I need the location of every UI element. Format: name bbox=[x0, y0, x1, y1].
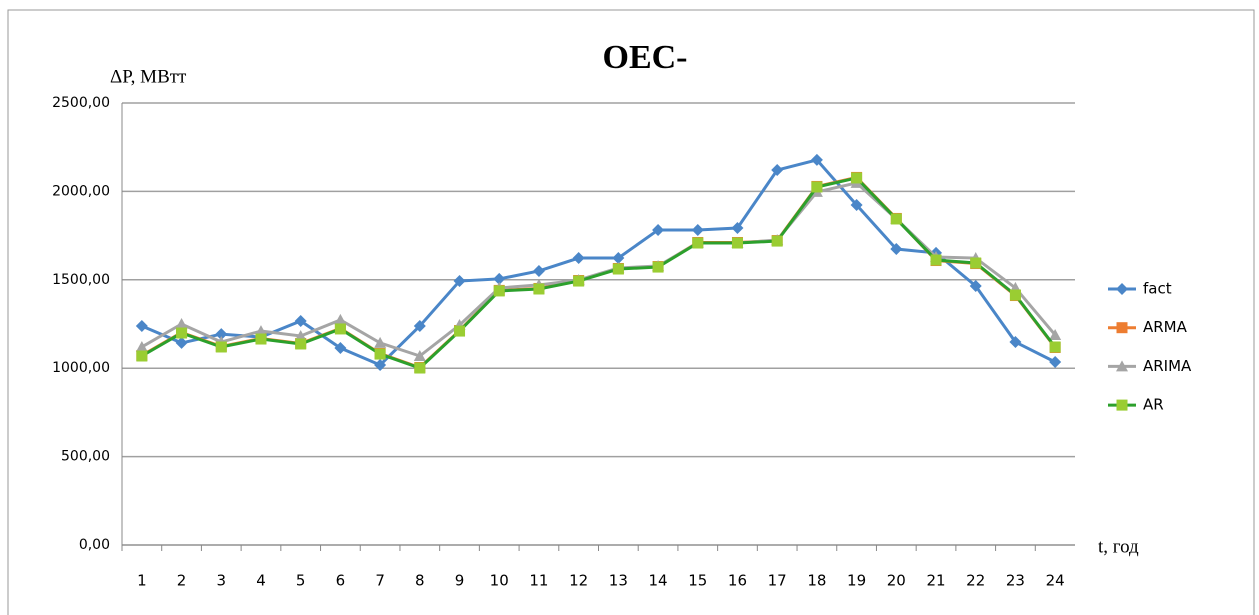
marker bbox=[413, 350, 426, 362]
x-tick-label: 2 bbox=[177, 572, 187, 590]
y-tick-label: 2500,00 bbox=[52, 95, 110, 111]
marker bbox=[295, 338, 307, 350]
marker bbox=[691, 223, 704, 236]
x-tick-label: 9 bbox=[455, 572, 465, 590]
marker bbox=[890, 243, 903, 256]
marker bbox=[969, 279, 982, 292]
marker bbox=[1049, 341, 1061, 353]
marker bbox=[453, 275, 466, 288]
marker bbox=[652, 261, 664, 273]
chart-frame bbox=[7, 9, 1255, 615]
x-tick-label: 23 bbox=[1006, 572, 1025, 590]
marker bbox=[573, 275, 585, 287]
series-line bbox=[141, 176, 1057, 370]
marker bbox=[532, 264, 545, 277]
marker bbox=[454, 325, 466, 337]
x-tick-label: 3 bbox=[216, 572, 226, 590]
legend-label: fact bbox=[1143, 280, 1172, 298]
x-tick-label: 4 bbox=[256, 572, 266, 590]
marker bbox=[572, 252, 585, 265]
x-tick-label: 22 bbox=[966, 572, 985, 590]
x-tick-label: 8 bbox=[415, 572, 425, 590]
marker bbox=[175, 336, 188, 349]
x-tick-label: 6 bbox=[336, 572, 346, 590]
y-axis-label: ΔP, МВтт bbox=[110, 66, 187, 87]
marker bbox=[215, 341, 227, 353]
marker bbox=[771, 235, 783, 247]
marker bbox=[771, 164, 784, 177]
chart-title: OEC- bbox=[603, 39, 688, 76]
marker bbox=[374, 359, 387, 372]
x-tick-label: 13 bbox=[609, 572, 628, 590]
marker bbox=[612, 252, 625, 265]
marker bbox=[215, 328, 228, 341]
marker bbox=[294, 330, 307, 342]
marker bbox=[890, 213, 902, 225]
y-tick-label: 2000,00 bbox=[52, 183, 110, 199]
legend-label: ARMA bbox=[1143, 318, 1188, 336]
marker bbox=[255, 333, 267, 345]
marker bbox=[334, 323, 346, 335]
marker bbox=[851, 172, 863, 184]
marker bbox=[850, 199, 863, 212]
x-tick-label: 11 bbox=[529, 572, 548, 590]
marker bbox=[176, 327, 188, 339]
x-tick-label: 21 bbox=[926, 572, 945, 590]
y-tick-label: 0,00 bbox=[79, 537, 110, 553]
x-tick-label: 16 bbox=[728, 572, 747, 590]
x-tick-label: 17 bbox=[768, 572, 787, 590]
marker bbox=[1116, 399, 1128, 411]
x-tick-label: 24 bbox=[1046, 572, 1065, 590]
marker bbox=[413, 319, 426, 332]
x-tick-label: 5 bbox=[296, 572, 306, 590]
y-tick-label: 1500,00 bbox=[52, 272, 110, 288]
x-tick-label: 20 bbox=[887, 572, 906, 590]
marker bbox=[135, 340, 148, 352]
x-tick-label: 18 bbox=[807, 572, 826, 590]
marker bbox=[1116, 322, 1128, 334]
marker bbox=[652, 223, 665, 236]
x-tick-label: 7 bbox=[375, 572, 385, 590]
series-line bbox=[141, 158, 1056, 367]
x-tick-label: 10 bbox=[490, 572, 509, 590]
marker bbox=[374, 336, 387, 348]
marker bbox=[1049, 356, 1062, 369]
marker bbox=[692, 237, 704, 249]
marker bbox=[1009, 336, 1022, 349]
marker bbox=[294, 314, 307, 327]
marker bbox=[334, 313, 347, 325]
marker bbox=[334, 342, 347, 355]
marker bbox=[1049, 328, 1062, 340]
marker bbox=[533, 283, 545, 295]
x-tick-label: 14 bbox=[649, 572, 668, 590]
marker bbox=[493, 272, 506, 285]
marker bbox=[612, 263, 624, 275]
x-axis-label: t, год bbox=[1098, 536, 1139, 557]
x-tick-label: 12 bbox=[569, 572, 588, 590]
marker bbox=[930, 254, 942, 266]
marker bbox=[731, 237, 743, 249]
y-tick-label: 500,00 bbox=[61, 449, 110, 465]
x-tick-label: 15 bbox=[688, 572, 707, 590]
marker bbox=[810, 153, 823, 166]
legend-label: ARIMA bbox=[1143, 357, 1192, 375]
marker bbox=[970, 257, 982, 269]
marker bbox=[811, 181, 823, 193]
legend-label: AR bbox=[1143, 396, 1164, 414]
x-tick-label: 19 bbox=[847, 572, 866, 590]
marker bbox=[175, 318, 188, 329]
marker bbox=[254, 325, 267, 337]
marker bbox=[1116, 283, 1128, 295]
marker bbox=[414, 362, 426, 374]
marker bbox=[493, 285, 505, 297]
marker bbox=[731, 221, 744, 234]
x-tick-label: 1 bbox=[137, 572, 147, 590]
marker bbox=[136, 350, 148, 362]
marker bbox=[135, 319, 148, 332]
marker bbox=[1009, 289, 1021, 301]
y-tick-label: 1000,00 bbox=[52, 360, 110, 376]
marker bbox=[1116, 360, 1128, 372]
marker bbox=[374, 348, 386, 360]
